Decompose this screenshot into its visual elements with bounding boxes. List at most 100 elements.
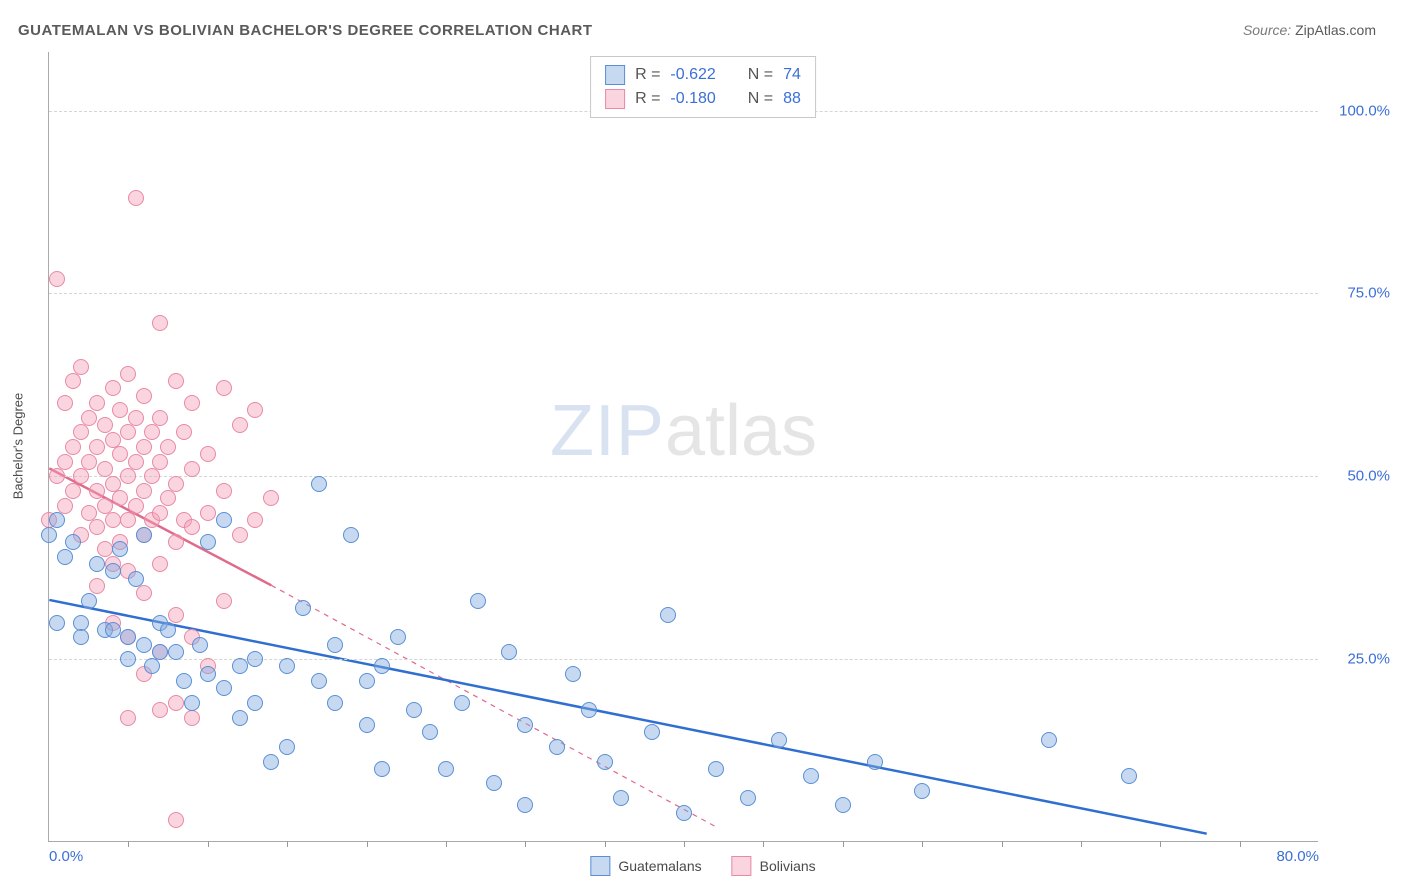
point-bolivian (168, 812, 184, 828)
point-bolivian (160, 490, 176, 506)
gridline (49, 476, 1318, 477)
point-bolivian (184, 461, 200, 477)
point-guatemalan (128, 571, 144, 587)
point-bolivian (105, 512, 121, 528)
gridline (49, 293, 1318, 294)
point-bolivian (57, 454, 73, 470)
point-guatemalan (216, 680, 232, 696)
x-tick-mark (208, 841, 209, 847)
point-guatemalan (176, 673, 192, 689)
point-bolivian (97, 498, 113, 514)
point-bolivian (152, 454, 168, 470)
point-bolivian (232, 417, 248, 433)
legend-row-guatemalans: R = -0.622 N = 74 (605, 63, 801, 87)
point-guatemalan (374, 658, 390, 674)
point-bolivian (136, 585, 152, 601)
swatch-guatemalans (605, 65, 625, 85)
point-guatemalan (327, 637, 343, 653)
r-value-guatemalans: -0.622 (670, 63, 715, 87)
point-bolivian (81, 454, 97, 470)
y-tick-label: 100.0% (1330, 102, 1390, 119)
point-bolivian (89, 439, 105, 455)
point-guatemalan (660, 607, 676, 623)
point-bolivian (128, 454, 144, 470)
point-bolivian (112, 402, 128, 418)
point-guatemalan (327, 695, 343, 711)
point-bolivian (89, 395, 105, 411)
point-bolivian (97, 541, 113, 557)
point-guatemalan (708, 761, 724, 777)
point-bolivian (128, 498, 144, 514)
point-bolivian (152, 315, 168, 331)
point-guatemalan (200, 666, 216, 682)
point-guatemalan (57, 549, 73, 565)
point-guatemalan (49, 512, 65, 528)
point-guatemalan (343, 527, 359, 543)
point-guatemalan (565, 666, 581, 682)
point-bolivian (168, 607, 184, 623)
point-guatemalan (867, 754, 883, 770)
r-label: R = (635, 87, 660, 111)
point-bolivian (144, 468, 160, 484)
point-guatemalan (1121, 768, 1137, 784)
point-bolivian (200, 446, 216, 462)
point-guatemalan (192, 637, 208, 653)
x-tick-mark (446, 841, 447, 847)
point-guatemalan (168, 644, 184, 660)
point-guatemalan (486, 775, 502, 791)
point-guatemalan (232, 658, 248, 674)
point-bolivian (65, 483, 81, 499)
point-bolivian (73, 468, 89, 484)
x-tick-mark (922, 841, 923, 847)
point-bolivian (65, 439, 81, 455)
legend-item-guatemalans: Guatemalans (590, 856, 701, 876)
point-bolivian (81, 410, 97, 426)
point-guatemalan (232, 710, 248, 726)
point-guatemalan (144, 658, 160, 674)
y-tick-label: 50.0% (1330, 468, 1390, 485)
point-bolivian (144, 424, 160, 440)
legend-label-guatemalans: Guatemalans (618, 858, 701, 874)
point-bolivian (81, 505, 97, 521)
legend-label-bolivians: Bolivians (760, 858, 816, 874)
legend-item-bolivians: Bolivians (732, 856, 816, 876)
point-guatemalan (112, 541, 128, 557)
point-bolivian (184, 519, 200, 535)
point-guatemalan (120, 629, 136, 645)
x-tick-mark (367, 841, 368, 847)
point-guatemalan (644, 724, 660, 740)
n-label: N = (748, 63, 773, 87)
point-bolivian (120, 710, 136, 726)
point-bolivian (184, 710, 200, 726)
point-guatemalan (311, 673, 327, 689)
point-bolivian (97, 461, 113, 477)
point-bolivian (232, 527, 248, 543)
point-bolivian (128, 410, 144, 426)
point-guatemalan (581, 702, 597, 718)
point-bolivian (247, 402, 263, 418)
point-guatemalan (120, 651, 136, 667)
point-bolivian (57, 395, 73, 411)
series-legend: Guatemalans Bolivians (590, 856, 815, 876)
point-bolivian (184, 395, 200, 411)
point-guatemalan (359, 717, 375, 733)
point-guatemalan (41, 527, 57, 543)
point-bolivian (57, 498, 73, 514)
point-bolivian (168, 476, 184, 492)
point-guatemalan (454, 695, 470, 711)
watermark-zip: ZIP (550, 391, 665, 471)
point-guatemalan (73, 615, 89, 631)
point-guatemalan (803, 768, 819, 784)
point-guatemalan (771, 732, 787, 748)
x-tick-label: 80.0% (1276, 848, 1319, 865)
point-guatemalan (835, 797, 851, 813)
point-guatemalan (136, 637, 152, 653)
x-tick-mark (605, 841, 606, 847)
point-bolivian (120, 468, 136, 484)
point-guatemalan (422, 724, 438, 740)
point-bolivian (160, 439, 176, 455)
legend-row-bolivians: R = -0.180 N = 88 (605, 87, 801, 111)
point-bolivian (263, 490, 279, 506)
point-bolivian (128, 190, 144, 206)
x-tick-mark (1081, 841, 1082, 847)
